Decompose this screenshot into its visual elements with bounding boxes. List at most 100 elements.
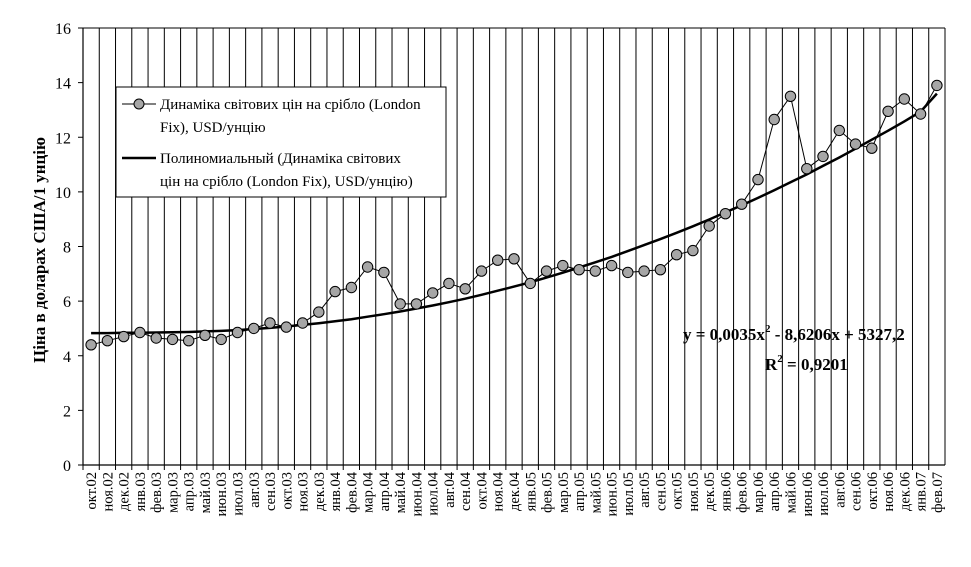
data-point (573, 264, 585, 276)
data-point (687, 244, 699, 257)
data-point (296, 317, 309, 329)
data-point (605, 259, 618, 272)
trendline-series (91, 92, 938, 335)
x-tick-label: апр.04 (377, 471, 393, 511)
y-tick-label: 12 (55, 130, 71, 147)
y-axis-label: Ціна в доларах США/1 унцію (30, 137, 49, 363)
legend-label-silver-price-line2: Fix), USD/унцію (160, 120, 266, 136)
x-tick-label: дек.05 (702, 472, 718, 511)
data-point (752, 173, 764, 186)
y-tick-label: 16 (55, 21, 71, 38)
y-tick-label: 14 (55, 76, 71, 93)
x-tick-label: фев.05 (540, 472, 556, 513)
x-tick-label: ноя.02 (100, 472, 116, 512)
silver-price-series (85, 79, 943, 351)
data-point (378, 266, 390, 279)
data-point (183, 335, 195, 347)
data-point (150, 332, 162, 344)
trend-equation-main: y = 0,0035x (683, 325, 765, 344)
data-point (524, 277, 536, 290)
x-tick-labels: окт.02 ноя.02 дек.02 янв.03 фев.03 мар.03 апр.… (82, 465, 946, 516)
data-point (134, 326, 146, 339)
x-tick-label: окт.06 (865, 472, 881, 509)
x-tick-label: янв.07 (914, 472, 930, 511)
x-tick-label: дек.03 (312, 472, 328, 511)
data-point (361, 261, 374, 273)
x-tick-label: ноя.05 (686, 472, 702, 512)
data-point (784, 90, 797, 103)
x-tick-label: сен.06 (849, 472, 865, 511)
data-point (280, 321, 292, 333)
data-point (394, 298, 406, 310)
x-tick-label: янв.05 (523, 472, 539, 511)
data-point (801, 163, 813, 175)
trend-equation-sup: 2 (765, 323, 771, 335)
x-tick-label: май.03 (198, 472, 214, 513)
x-tick-label: сен.05 (653, 472, 669, 511)
x-tick-label: май.04 (393, 471, 409, 513)
x-tick-label: окт.04 (474, 471, 490, 509)
r-squared-rest: = 0,9201 (783, 355, 848, 374)
data-point (622, 266, 634, 279)
data-point (313, 306, 325, 318)
x-tick-label: мар.06 (751, 472, 767, 513)
data-point (931, 79, 943, 92)
data-point (703, 220, 715, 232)
trend-equation-rest: - 8,6206x + 5327,2 (770, 325, 904, 344)
x-tick-label: фев.04 (344, 471, 360, 513)
data-point (118, 330, 130, 343)
x-tick-label: ноя.04 (491, 471, 507, 511)
legend: Динаміка світових цін на срібло (London … (115, 86, 447, 198)
data-point (849, 138, 862, 150)
data-point (638, 265, 650, 277)
x-tick-label: янв.04 (328, 471, 344, 511)
legend-item-trendline: Полиномиальный (Динаміка світових цін на… (122, 151, 413, 190)
x-tick-label: окт.05 (670, 472, 686, 509)
x-tick-label: апр.05 (572, 472, 588, 511)
legend-box (115, 86, 447, 198)
x-tick-label: июл.03 (231, 472, 247, 516)
data-point (492, 254, 504, 266)
x-tick-label: дек.04 (507, 471, 523, 511)
x-tick-label: окт.03 (279, 472, 295, 509)
data-point (248, 322, 260, 335)
x-tick-label: июл.06 (816, 472, 832, 516)
r-squared-main: R (765, 355, 778, 374)
data-point (345, 281, 358, 294)
data-point (540, 265, 553, 277)
x-tick-label: дек.02 (117, 472, 133, 511)
legend-label-silver-price-line1: Динаміка світових цін на срібло (London (160, 97, 421, 113)
data-point (231, 326, 244, 339)
data-point (833, 124, 845, 137)
legend-label-trendline-line2: цін на срібло (London Fix), USD/унцію) (160, 174, 413, 190)
data-point (736, 198, 748, 210)
x-tick-label: фев.07 (930, 472, 946, 513)
data-point (459, 283, 471, 295)
x-tick-label: июн.06 (800, 472, 816, 516)
x-tick-label: янв.06 (718, 472, 734, 511)
data-point (329, 285, 341, 298)
data-point (85, 339, 97, 351)
x-tick-label: фев.06 (735, 472, 751, 513)
data-point (475, 265, 488, 277)
data-point (427, 287, 439, 299)
legend-item-silver-price: Динаміка світових цін на срібло (London … (122, 97, 421, 136)
x-tick-label: дек.06 (897, 472, 913, 511)
data-point (215, 333, 227, 346)
x-tick-label: июл.05 (621, 472, 637, 516)
x-tick-label: ноя.06 (881, 472, 897, 512)
x-tick-label: июн.04 (409, 471, 425, 516)
x-tick-label: май.05 (588, 472, 604, 513)
data-point (719, 208, 732, 220)
legend-label-trendline-line1: Полиномиальный (Динаміка світових (160, 151, 401, 167)
data-point (654, 264, 667, 276)
x-tick-label: окт.02 (84, 472, 100, 509)
x-tick-label: фев.03 (149, 472, 165, 513)
x-tick-label: ноя.03 (296, 472, 312, 512)
x-tick-label: май.06 (783, 472, 799, 513)
data-point (557, 259, 569, 272)
y-tick-label: 2 (63, 403, 71, 420)
r-squared: R2 = 0,9201 (765, 353, 848, 374)
x-tick-label: июн.05 (605, 472, 621, 516)
x-tick-label: авг.06 (832, 472, 848, 508)
